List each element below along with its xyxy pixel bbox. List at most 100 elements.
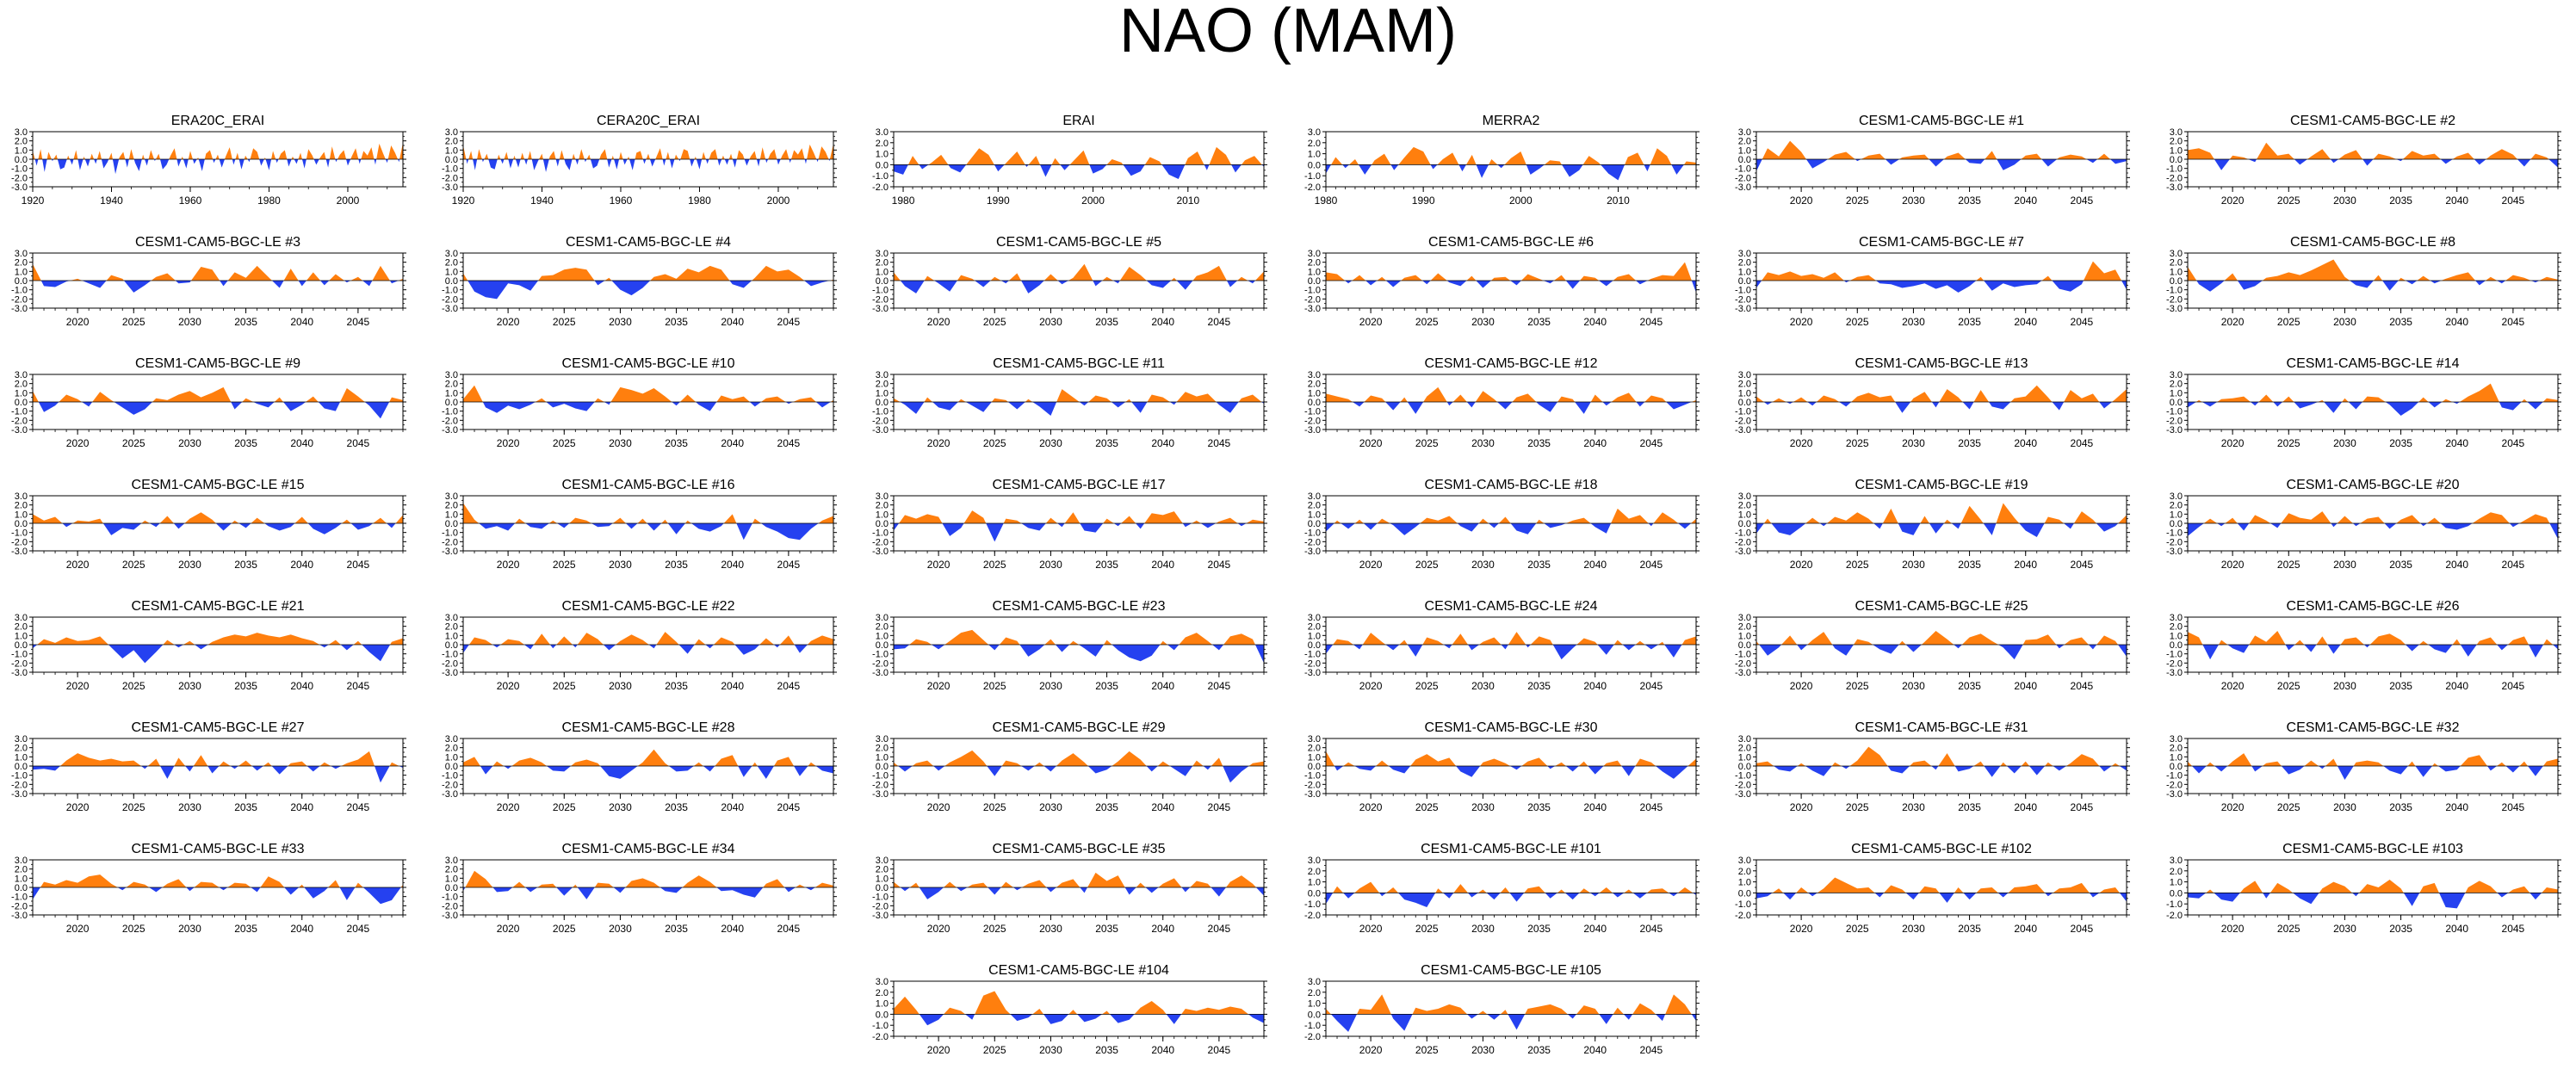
positive-area — [1437, 152, 1459, 165]
y-tick-label: -2.0 — [2166, 537, 2183, 547]
positive-area — [387, 145, 399, 159]
negative-area — [2430, 281, 2442, 284]
x-tick-label: 2020 — [497, 801, 520, 813]
positive-area — [227, 265, 272, 281]
negative-area — [611, 281, 651, 296]
positive-area — [1921, 631, 1954, 645]
x-tick-label: 2020 — [1359, 680, 1383, 692]
panel-2: CERA20C_ERAI3.02.01.00.0-1.0-2.0-3.01920… — [442, 114, 837, 207]
positive-area — [1254, 271, 1264, 281]
positive-area — [967, 882, 988, 887]
x-tick-label: 1980 — [688, 195, 711, 207]
y-tick-label: 3.0 — [1738, 856, 1751, 866]
positive-area — [33, 514, 63, 523]
positive-area — [1793, 397, 1808, 402]
negative-area — [1885, 159, 1900, 165]
positive-area — [1555, 762, 1566, 766]
negative-area — [301, 159, 307, 169]
panel-26: CESM1-CAM5-BGC-LE #223.02.01.00.0-1.0-2.… — [442, 599, 837, 692]
positive-area — [1613, 1007, 1624, 1015]
positive-area — [190, 267, 220, 281]
y-tick-label: -1.0 — [1735, 286, 1751, 296]
negative-area — [265, 159, 272, 170]
y-tick-label: -2.0 — [11, 658, 28, 669]
positive-area — [184, 512, 216, 523]
panel-title: CESM1-CAM5-BGC-LE #25 — [1855, 599, 2028, 614]
positive-area — [1521, 757, 1548, 766]
negative-area — [33, 645, 38, 649]
negative-area — [1929, 523, 1945, 534]
negative-area — [2438, 766, 2461, 772]
negative-area — [1204, 164, 1210, 170]
x-tick-label: 2025 — [553, 680, 576, 692]
y-tick-label: 1.0 — [445, 267, 458, 277]
negative-area — [994, 164, 1005, 172]
y-tick-label: 2.0 — [1308, 380, 1321, 390]
negative-area — [2188, 523, 2204, 536]
positive-area — [966, 148, 994, 165]
x-tick-label: 2035 — [2389, 437, 2412, 449]
y-tick-label: 0.0 — [445, 155, 458, 165]
x-tick-label: 2040 — [2014, 316, 2037, 328]
positive-area — [1398, 146, 1431, 165]
y-tick-label: -1.0 — [1735, 407, 1751, 417]
y-tick-label: 0.0 — [15, 398, 28, 408]
y-tick-label: -3.0 — [872, 425, 889, 436]
y-tick-label: 0.0 — [1308, 1010, 1321, 1020]
positive-area — [283, 269, 299, 281]
panel-28: CESM1-CAM5-BGC-LE #243.02.01.00.0-1.0-2.… — [1304, 599, 1700, 692]
y-tick-label: -1.0 — [2166, 407, 2183, 417]
negative-area — [463, 645, 469, 653]
positive-area — [2064, 637, 2089, 645]
negative-area — [294, 159, 299, 164]
positive-area — [2402, 151, 2441, 159]
positive-area — [1557, 396, 1576, 402]
panel-title: CESM1-CAM5-BGC-LE #34 — [562, 842, 735, 856]
y-tick-label: -3.0 — [1735, 425, 1751, 436]
x-tick-label: 2025 — [983, 316, 1006, 328]
panel-33: CESM1-CAM5-BGC-LE #293.02.01.00.0-1.0-2.… — [872, 720, 1267, 813]
y-tick-label: -3.0 — [1735, 668, 1751, 678]
negative-area — [1021, 281, 1044, 294]
x-tick-label: 2040 — [1151, 559, 1174, 571]
negative-area — [547, 766, 572, 772]
y-tick-label: -1.0 — [2166, 286, 2183, 296]
y-tick-label: 1.0 — [2170, 878, 2183, 888]
negative-area — [2041, 159, 2058, 167]
y-tick-label: -1.0 — [872, 1021, 889, 1031]
negative-area — [1385, 281, 1402, 287]
positive-area — [814, 882, 833, 887]
negative-area — [1875, 281, 1977, 293]
x-tick-label: 2045 — [777, 680, 801, 692]
negative-area — [1385, 402, 1401, 411]
x-tick-label: 2030 — [2333, 437, 2356, 449]
positive-area — [894, 762, 899, 766]
negative-area — [2056, 645, 2065, 649]
positive-area — [1144, 511, 1183, 523]
negative-area — [1019, 645, 1045, 657]
x-tick-label: 2040 — [1151, 923, 1174, 935]
positive-area — [679, 394, 697, 402]
positive-area — [1422, 637, 1444, 645]
negative-area — [988, 887, 1001, 895]
negative-area — [362, 281, 373, 287]
y-tick-label: -1.0 — [11, 286, 28, 296]
negative-area — [2248, 159, 2257, 163]
negative-area — [34, 159, 39, 166]
negative-area — [1060, 164, 1070, 170]
positive-area — [83, 156, 85, 159]
negative-area — [1457, 523, 1479, 532]
positive-area — [225, 147, 232, 159]
x-tick-label: 2035 — [2389, 316, 2412, 328]
positive-area — [1762, 271, 1844, 281]
negative-area — [362, 887, 401, 905]
x-tick-label: 2025 — [1846, 801, 1869, 813]
positive-area — [1973, 390, 1990, 402]
x-tick-label: 2035 — [665, 316, 688, 328]
x-tick-label: 1920 — [22, 195, 45, 207]
panel-39: CESM1-CAM5-BGC-LE #353.02.01.00.0-1.0-2.… — [872, 842, 1267, 935]
negative-area — [1089, 164, 1107, 174]
x-tick-label: 2010 — [1607, 195, 1630, 207]
negative-area — [1025, 164, 1029, 167]
negative-area — [622, 159, 628, 165]
